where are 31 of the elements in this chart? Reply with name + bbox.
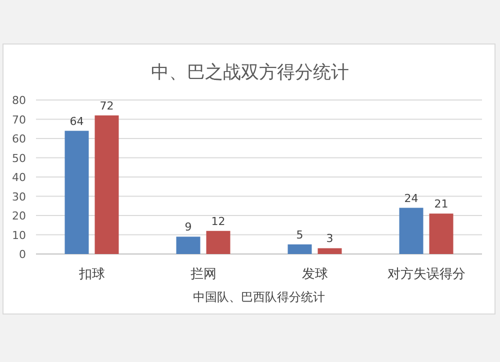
y-tick-label: 70 [12, 113, 26, 126]
y-tick-label: 60 [12, 132, 26, 146]
y-tick-label: 0 [19, 248, 26, 261]
x-tick-label: 拦网 [190, 267, 216, 282]
chart-title: 中、巴之战双方得分统计 [151, 62, 349, 83]
bar [429, 214, 454, 254]
data-label: 3 [326, 232, 334, 246]
bar [176, 236, 200, 254]
data-label: 9 [184, 220, 192, 234]
x-axis-title: 中国队、巴西队得分统计 [193, 290, 325, 304]
x-tick-label: 扣球 [78, 267, 105, 282]
data-label: 72 [100, 99, 114, 112]
data-label: 12 [211, 214, 226, 228]
bar [288, 244, 312, 254]
data-label: 24 [404, 192, 418, 205]
data-label: 64 [70, 114, 84, 128]
y-tick-label: 80 [12, 94, 26, 107]
bar [206, 230, 230, 254]
y-tick-label: 50 [12, 152, 26, 165]
y-tick-label: 30 [12, 190, 26, 204]
x-tick-label: 对方失误得分 [387, 266, 466, 282]
bar [64, 130, 89, 254]
y-tick-label: 20 [12, 210, 26, 222]
bar [94, 115, 119, 254]
x-tick-label: 发球 [302, 267, 328, 282]
data-label: 5 [296, 228, 304, 242]
y-tick-label: 10 [12, 228, 26, 242]
bar [399, 208, 424, 254]
data-label: 21 [434, 198, 448, 211]
bar [318, 248, 342, 254]
y-tick-label: 40 [12, 171, 26, 184]
